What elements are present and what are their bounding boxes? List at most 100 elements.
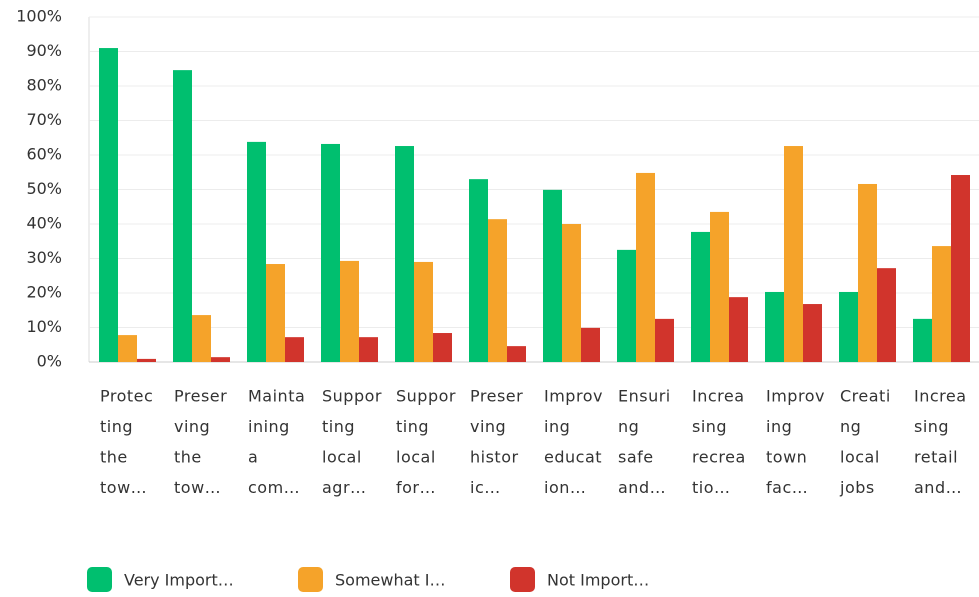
x-tick-label: Improv [766,387,825,406]
x-tick-label: Mainta [248,387,305,406]
x-tick-label: for… [396,478,436,497]
bar [803,304,822,362]
legend-label: Not Import… [547,571,649,590]
legend-swatch [510,567,535,592]
x-tick-label: Preser [470,387,523,406]
x-tick-label: ting [100,417,133,436]
bar [839,291,858,362]
legend-label: Very Import… [124,571,234,590]
bar [137,358,156,362]
bar [99,48,118,363]
y-tick-label: 50% [26,179,62,198]
bar [636,172,655,362]
bar [691,231,710,362]
y-tick-label: 20% [26,283,62,302]
bar [395,146,414,362]
bar [729,297,748,362]
y-tick-label: 90% [26,41,62,60]
x-tick-label: ting [322,417,355,436]
x-tick-label: ng [840,417,861,436]
bar [765,291,784,362]
x-tick-label: ng [618,417,639,436]
x-tick-label: ving [470,417,506,436]
y-tick-label: 100% [16,7,62,26]
x-tick-label: tow… [100,478,147,497]
x-tick-label: retail [914,448,958,467]
x-tick-label: ic… [470,478,501,497]
bar [321,143,340,362]
bar [414,261,433,362]
bar [784,146,803,362]
x-tick-label: ining [248,417,290,436]
x-tick-label: local [322,448,362,467]
x-tick-label: and… [618,478,666,497]
legend-swatch [87,567,112,592]
bar [858,183,877,362]
x-tick-label: the [100,448,128,467]
y-tick-label: 60% [26,145,62,164]
x-tick-label: ing [766,417,792,436]
bar [581,327,600,362]
x-tick-label: jobs [839,478,875,497]
bar [285,337,304,362]
x-tick-label: Increa [914,387,967,406]
y-tick-label: 40% [26,214,62,233]
x-tick-label: and… [914,478,962,497]
x-tick-label: Increa [692,387,745,406]
legend-label: Somewhat I… [335,571,445,590]
bar [710,211,729,362]
x-tick-label: local [396,448,436,467]
bar [247,141,266,362]
bar [617,249,636,362]
bar [173,70,192,362]
legend-swatch [298,567,323,592]
bar [913,318,932,362]
x-tick-label: Improv [544,387,603,406]
bar [340,260,359,362]
bar [192,315,211,362]
y-tick-label: 0% [37,352,62,371]
bar [562,224,581,362]
y-tick-label: 70% [26,110,62,129]
x-tick-label: safe [618,448,654,467]
bar [951,175,970,362]
bar [488,219,507,362]
x-tick-label: a [248,448,258,467]
x-tick-label: Preser [174,387,227,406]
x-tick-label: ving [174,417,210,436]
x-tick-label: sing [692,417,727,436]
x-tick-label: Protec [100,387,153,406]
x-tick-label: tio… [692,478,731,497]
x-tick-label: recrea [692,448,746,467]
y-tick-label: 10% [26,317,62,336]
y-tick-label: 30% [26,248,62,267]
x-tick-label: tow… [174,478,221,497]
x-tick-label: agr… [322,478,367,497]
bar [266,264,285,362]
bar [932,246,951,362]
x-tick-label: educat [544,448,602,467]
bar [118,335,137,362]
x-tick-label: ing [544,417,570,436]
bar [469,179,488,362]
bar [543,189,562,362]
bar [433,333,452,362]
x-tick-label: fac… [766,478,808,497]
x-tick-label: town [766,448,807,467]
x-tick-label: Suppor [396,387,456,406]
bar [507,346,526,362]
bar [211,357,230,362]
bar [359,337,378,362]
y-tick-label: 80% [26,76,62,95]
bar [877,268,896,362]
x-tick-label: ting [396,417,429,436]
x-tick-label: Creati [840,387,891,406]
x-tick-label: ion… [544,478,586,497]
x-tick-label: local [840,448,880,467]
x-tick-label: Suppor [322,387,382,406]
bar [655,318,674,362]
x-tick-label: sing [914,417,949,436]
x-tick-label: the [174,448,202,467]
x-tick-label: com… [248,478,300,497]
